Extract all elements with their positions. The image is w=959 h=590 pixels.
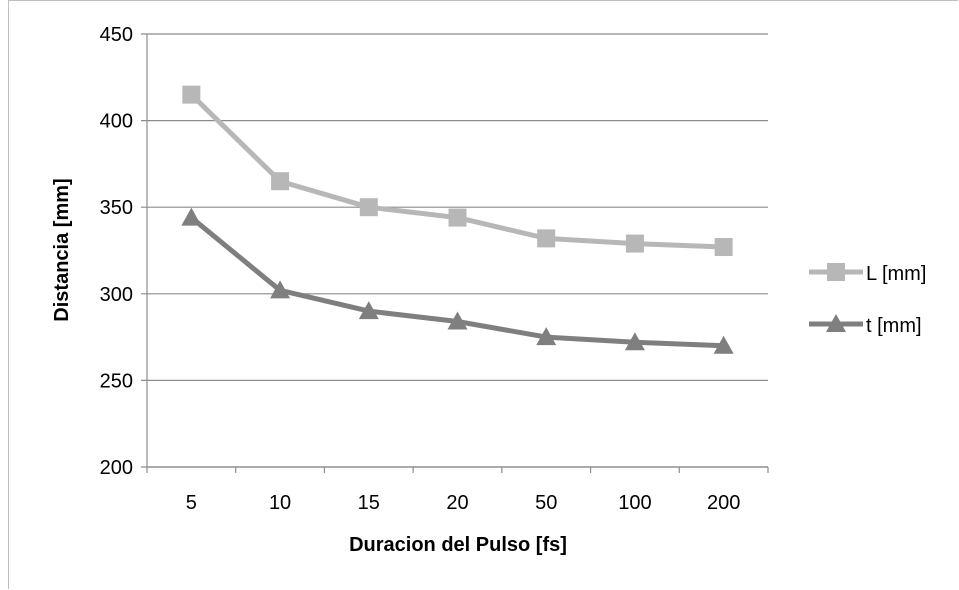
x-tick-label: 100 (618, 492, 651, 514)
y-tick-label: 200 (100, 457, 133, 479)
data-point (536, 327, 557, 346)
y-tick-label: 400 (100, 111, 133, 133)
legend-marker (827, 263, 845, 281)
data-point (713, 335, 734, 354)
chart-frame (8, 0, 958, 589)
data-series (181, 85, 734, 354)
legend-item: t [mm] (809, 314, 922, 337)
y-tick-labels: 200 250 300 350 400 450 (100, 24, 133, 479)
series-L (182, 85, 733, 257)
x-tick-label: 20 (446, 492, 468, 514)
series-t (181, 207, 734, 354)
y-tick-label: 300 (100, 284, 133, 306)
data-point (624, 332, 645, 351)
x-tick-labels: 5 10 15 20 50 100 200 (186, 492, 741, 514)
data-point (271, 172, 290, 191)
data-point (270, 280, 291, 299)
y-tick-label: 350 (100, 197, 133, 219)
y-tick-label: 250 (100, 370, 133, 392)
data-point (537, 229, 556, 248)
y-axis-title: Distancia [mm] (51, 178, 73, 321)
x-tick-label: 15 (358, 492, 380, 514)
data-point (181, 207, 202, 226)
x-tick-label: 5 (186, 492, 197, 514)
data-point (447, 311, 468, 330)
legend-item: L [mm] (809, 263, 926, 285)
legend: L [mm] t [mm] (809, 263, 926, 337)
x-tick-label: 10 (269, 492, 291, 514)
y-tick-label: 450 (100, 24, 133, 46)
axes (146, 34, 769, 473)
data-point (358, 301, 379, 320)
legend-label: t [mm] (866, 315, 922, 337)
x-tick-label: 200 (707, 492, 740, 514)
x-tick-label: 50 (535, 492, 557, 514)
legend-marker (826, 314, 846, 332)
data-point (448, 208, 467, 227)
legend-label: L [mm] (866, 263, 926, 285)
data-point (359, 198, 378, 217)
data-point (182, 85, 201, 104)
data-point (625, 234, 644, 253)
data-point (714, 238, 733, 257)
x-axis-title: Duracion del Pulso [fs] (349, 534, 567, 556)
